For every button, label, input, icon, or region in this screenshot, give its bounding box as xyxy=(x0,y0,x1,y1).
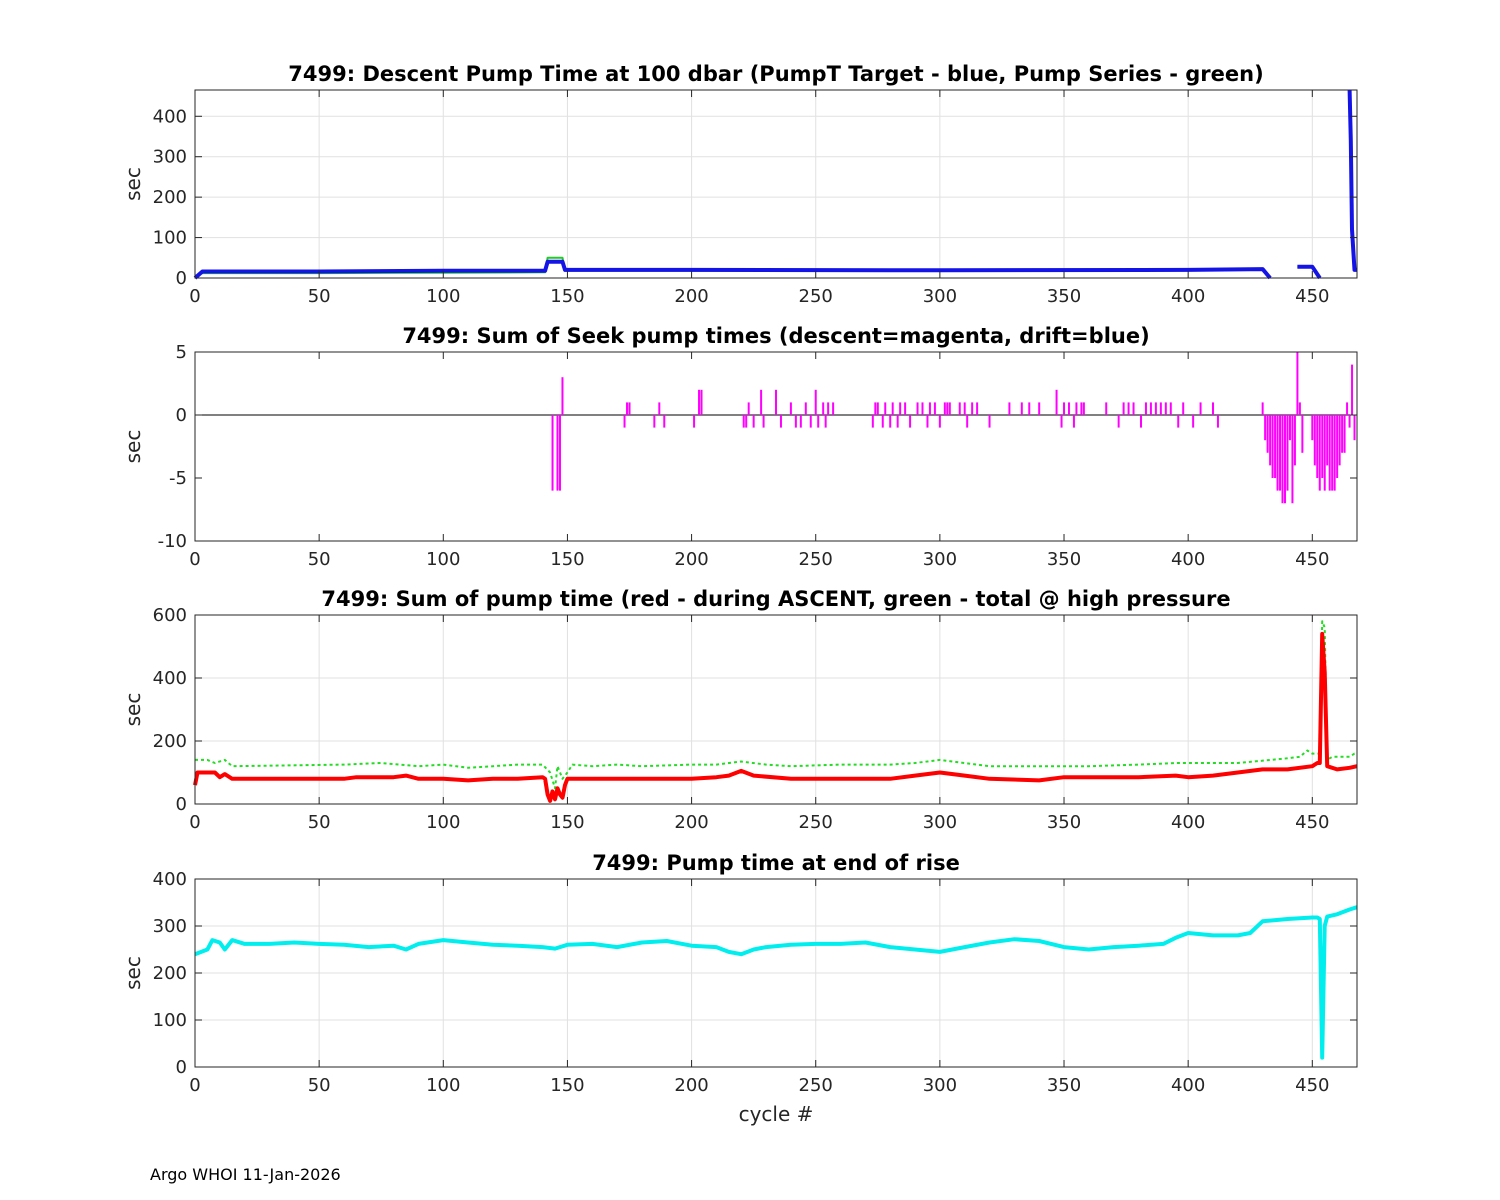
x-tick-label: 0 xyxy=(189,549,200,570)
x-axis-label: cycle # xyxy=(739,1102,814,1126)
y-tick-label: 400 xyxy=(153,869,187,890)
y-axis-label: sec xyxy=(121,430,145,464)
x-tick-label: 100 xyxy=(426,549,460,570)
axes-frame xyxy=(194,614,1358,805)
x-tick-label: 0 xyxy=(189,812,200,833)
x-tick-label: 250 xyxy=(799,549,833,570)
x-tick-label: 400 xyxy=(1171,286,1205,307)
x-tick-label: 100 xyxy=(426,286,460,307)
x-tick-label: 450 xyxy=(1295,812,1329,833)
x-tick-label: 50 xyxy=(308,812,331,833)
chart-title: 7499: Descent Pump Time at 100 dbar (Pum… xyxy=(288,62,1263,86)
x-tick-label: 150 xyxy=(550,812,584,833)
y-axis-label: sec xyxy=(121,167,145,201)
x-tick-label: 200 xyxy=(674,812,708,833)
x-tick-label: 300 xyxy=(923,286,957,307)
x-tick-label: 450 xyxy=(1295,549,1329,570)
ticks: 0 50 100 150 200 250 300 350 400 450 -10 -5 0 5 xyxy=(158,342,1357,570)
panel-seek-pump-times: 0 50 100 150 200 250 300 350 400 450 -10 -5 0 5 7499:… xyxy=(121,324,1358,570)
panel-descent-pump-time: 0 50 100 150 200 250 300 350 400 450 0 100 200 300 400… xyxy=(121,62,1358,307)
data-marks xyxy=(193,620,1358,803)
x-tick-label: 350 xyxy=(1047,549,1081,570)
x-tick-label: 150 xyxy=(550,549,584,570)
y-tick-label: 400 xyxy=(153,668,187,689)
axes-frame xyxy=(194,351,1358,542)
chart-title: 7499: Pump time at end of rise xyxy=(592,851,960,875)
x-tick-label: 350 xyxy=(1047,286,1081,307)
x-tick-label: 450 xyxy=(1295,286,1329,307)
x-tick-label: 400 xyxy=(1171,812,1205,833)
x-tick-label: 100 xyxy=(426,1075,460,1096)
series-line xyxy=(194,905,1358,1060)
x-tick-label: 450 xyxy=(1295,1075,1329,1096)
y-tick-label: -5 xyxy=(169,468,187,489)
y-tick-label: 200 xyxy=(153,731,187,752)
y-tick-label: 300 xyxy=(153,916,187,937)
footer-credit: Argo WHOI 11-Jan-2026 xyxy=(150,1165,341,1184)
x-tick-label: 300 xyxy=(923,812,957,833)
y-tick-label: 5 xyxy=(176,342,187,363)
x-tick-label: 250 xyxy=(799,286,833,307)
x-tick-label: 400 xyxy=(1171,1075,1205,1096)
y-tick-label: 100 xyxy=(153,1010,187,1031)
x-tick-label: 300 xyxy=(923,549,957,570)
x-tick-label: 350 xyxy=(1047,1075,1081,1096)
chart-title: 7499: Sum of Seek pump times (descent=ma… xyxy=(402,324,1149,348)
y-axis-label: sec xyxy=(121,693,145,727)
x-tick-label: 50 xyxy=(308,1075,331,1096)
y-tick-label: 0 xyxy=(176,794,187,815)
x-tick-label: 200 xyxy=(674,286,708,307)
x-tick-label: 250 xyxy=(799,812,833,833)
x-tick-label: 350 xyxy=(1047,812,1081,833)
y-tick-label: 0 xyxy=(176,1057,187,1078)
axes-frame xyxy=(194,89,1358,279)
data-marks xyxy=(551,352,1356,504)
x-tick-label: 250 xyxy=(799,1075,833,1096)
y-tick-label: 400 xyxy=(153,106,187,127)
x-tick-label: 400 xyxy=(1171,549,1205,570)
x-tick-label: 100 xyxy=(426,812,460,833)
y-tick-label: 200 xyxy=(153,963,187,984)
x-tick-label: 300 xyxy=(923,1075,957,1096)
y-tick-label: 600 xyxy=(153,605,187,626)
ticks: 0 50 100 150 200 250 300 350 400 450 0 100 200 300 400 xyxy=(153,869,1357,1096)
x-tick-label: 0 xyxy=(189,286,200,307)
x-tick-label: 200 xyxy=(674,1075,708,1096)
ticks: 0 50 100 150 200 250 300 350 400 450 0 100 200 300 400 xyxy=(153,90,1357,307)
panel-sum-pump-time: 0 50 100 150 200 250 300 350 400 450 0 200 400 600 74… xyxy=(121,587,1358,833)
panel-end-of-rise: 0 50 100 150 200 250 300 350 400 450 0 100 200 300 400… xyxy=(121,851,1358,1126)
y-tick-label: -10 xyxy=(158,531,187,552)
data-marks xyxy=(194,905,1358,1060)
chart-title: 7499: Sum of pump time (red - during ASC… xyxy=(321,587,1230,611)
y-tick-label: 200 xyxy=(153,187,187,208)
y-tick-label: 100 xyxy=(153,228,187,249)
x-tick-label: 150 xyxy=(550,1075,584,1096)
y-tick-label: 0 xyxy=(176,268,187,289)
x-tick-label: 50 xyxy=(308,286,331,307)
y-axis-label: sec xyxy=(121,956,145,990)
x-tick-label: 150 xyxy=(550,286,584,307)
y-tick-label: 300 xyxy=(153,147,187,168)
y-tick-label: 0 xyxy=(176,405,187,426)
series-line xyxy=(193,631,1358,803)
x-tick-label: 0 xyxy=(189,1075,200,1096)
ticks: 0 50 100 150 200 250 300 350 400 450 0 200 400 600 xyxy=(153,605,1357,833)
x-tick-label: 50 xyxy=(308,549,331,570)
x-tick-label: 200 xyxy=(674,549,708,570)
